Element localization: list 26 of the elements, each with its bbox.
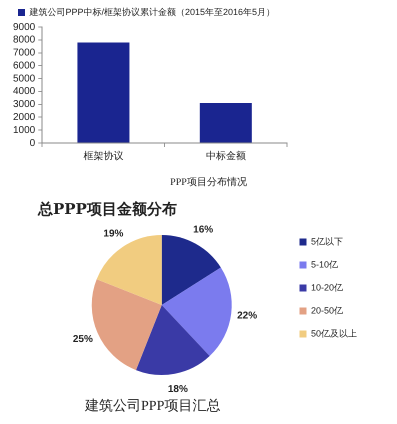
y-tick-label: 7000 (12, 48, 36, 59)
text: PPP项目分布情况 (169, 176, 248, 189)
text: 建筑公司PPP项目汇总 (84, 398, 222, 415)
y-tick-label: 1000 (12, 124, 36, 136)
y-tick-label: 8000 (12, 34, 36, 46)
y-tick-label: 2000 (12, 112, 36, 123)
legend-label: 5亿以下 (310, 236, 344, 246)
legend-label: 20-50亿 (310, 305, 344, 316)
legend-label: 5-10亿 (310, 259, 338, 270)
y-tick-label: 9000 (12, 22, 36, 33)
data-label: 19% (103, 228, 124, 240)
legend-label: 10-20亿 (310, 282, 344, 292)
x-tick-label: 中标金额 (206, 150, 246, 162)
data-label: 18% (168, 384, 188, 396)
x-tick-label: 框架协议 (83, 150, 124, 162)
data-label: 16% (193, 224, 214, 236)
legend-label: 建筑公司PPP中标/框架协议累计金额（2015年至2016年5月） (28, 6, 276, 17)
y-tick-label: 6000 (12, 60, 36, 72)
data-label: 25% (72, 334, 93, 345)
chart-title: 总PPP项目金额分布 (37, 200, 177, 218)
y-tick-label: 4000 (12, 86, 36, 98)
y-tick-label: 0 (30, 138, 36, 149)
legend-label: 50亿及以上 (310, 328, 358, 338)
y-tick-label: 5000 (12, 73, 36, 84)
data-label: 22% (237, 310, 258, 322)
y-tick-label: 3000 (12, 99, 36, 110)
